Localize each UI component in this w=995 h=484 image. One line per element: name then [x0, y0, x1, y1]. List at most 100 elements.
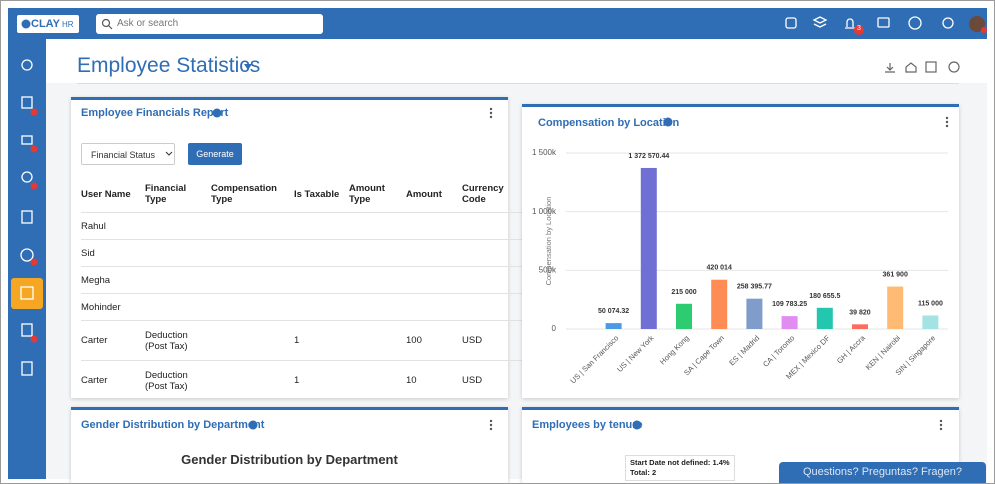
- x-tick-label: ES | Madrid: [727, 333, 761, 367]
- nav-docs[interactable]: [21, 210, 33, 224]
- chat-widget[interactable]: Questions? Preguntas? Fragen?: [779, 462, 986, 483]
- y-tick-label: 1 000k: [532, 207, 557, 216]
- card-title: Gender Distribution by Department: [81, 419, 265, 431]
- table-cell: [145, 293, 211, 321]
- nav-clipboard[interactable]: [21, 361, 33, 376]
- table-cell: [349, 320, 406, 361]
- table-cell: Carter: [81, 320, 145, 361]
- chart-title: Gender Distribution by Department: [181, 452, 398, 467]
- tooltip: Start Date not defined: 1.4% Total: 2: [625, 455, 735, 481]
- x-tick-label: CA | Toronto: [761, 333, 796, 368]
- icon-inbox[interactable]: [785, 17, 797, 29]
- value-label: 420 014: [707, 265, 732, 272]
- badge-count: 3: [857, 25, 861, 32]
- table-row: Carter Deduction (Post Tax) 1 100 USD: [81, 320, 526, 361]
- bar: [781, 316, 798, 329]
- value-label: 39 820: [849, 309, 871, 316]
- action-home[interactable]: [905, 62, 917, 73]
- table-cell: [145, 212, 211, 240]
- y-axis-label: Compensation by Location: [544, 197, 553, 286]
- table-cell: [406, 266, 462, 294]
- bar: [922, 315, 939, 329]
- page-actions: [885, 61, 960, 73]
- avatar[interactable]: [969, 16, 985, 32]
- table-cell: USD: [462, 320, 526, 361]
- nav-reports[interactable]: [21, 96, 33, 109]
- column-header: Currency Code: [462, 183, 504, 205]
- value-label: 50 074.32: [598, 308, 629, 315]
- table-cell: [145, 239, 211, 267]
- action-download[interactable]: [885, 63, 895, 73]
- value-label: 258 395.77: [737, 284, 772, 291]
- nav-tasks[interactable]: [21, 323, 33, 337]
- column-header: Compensation Type: [211, 183, 277, 205]
- table-row: Sid: [81, 239, 526, 267]
- table-cell: Sid: [81, 239, 145, 267]
- divider: [77, 83, 959, 84]
- table-cell: 1: [294, 360, 349, 400]
- nav-goals[interactable]: [21, 171, 33, 183]
- icon-layers[interactable]: [812, 16, 828, 28]
- y-tick-label: 0: [552, 324, 557, 333]
- table-cell: [145, 266, 211, 294]
- nav-finance[interactable]: [21, 135, 33, 145]
- table-cell: Deduction (Post Tax): [145, 360, 211, 400]
- bar: [746, 298, 763, 329]
- nav-people[interactable]: [21, 59, 33, 71]
- icon-help[interactable]: [908, 16, 922, 30]
- table-cell: [211, 360, 294, 400]
- action-settings[interactable]: [948, 61, 960, 73]
- value-label: 215 000: [671, 289, 696, 296]
- bar: [605, 323, 622, 329]
- column-header: Amount Type: [349, 183, 385, 205]
- table-cell: [211, 239, 294, 267]
- value-label: 115 000: [918, 301, 943, 308]
- table-cell: [211, 293, 294, 321]
- table-row: Carter Deduction (Post Tax) 1 10 USD: [81, 360, 526, 400]
- nav-profile[interactable]: [20, 248, 34, 262]
- table-cell: [349, 360, 406, 400]
- table-cell: [462, 293, 526, 321]
- table-cell: [294, 212, 349, 240]
- value-label: 361 900: [883, 272, 908, 279]
- nav-stats[interactable]: [20, 286, 34, 300]
- title-caret: [244, 64, 252, 70]
- logo-mark: [21, 19, 31, 29]
- table-cell: Megha: [81, 266, 145, 294]
- table-cell: [294, 293, 349, 321]
- gender-card: [71, 407, 508, 483]
- table-cell: [462, 239, 526, 267]
- icon-mail[interactable]: [877, 17, 890, 28]
- active-item[interactable]: [11, 278, 43, 309]
- table-cell: 10: [406, 360, 462, 400]
- value-label: 1 372 570.44: [628, 153, 669, 160]
- filter-text: Financial Status: [91, 150, 156, 160]
- page-header: [46, 39, 987, 83]
- card-title: Employees by tenure: [532, 419, 643, 431]
- x-tick-label: KEN | Nairobi: [864, 333, 903, 372]
- y-tick-label: 500k: [539, 265, 557, 274]
- x-tick-label: GH | Accra: [835, 333, 867, 365]
- badge: [854, 25, 864, 35]
- table-row: Megha: [81, 266, 526, 294]
- value-label: 109 783.25: [772, 301, 807, 308]
- generate-button[interactable]: Generate: [188, 143, 242, 165]
- icon-bell[interactable]: [845, 18, 855, 29]
- search-box[interactable]: Ask or search: [96, 14, 323, 34]
- top-icons: [785, 16, 987, 35]
- table-row: Rahul: [81, 212, 526, 240]
- table-cell: Mohinder: [81, 293, 145, 321]
- table-cell: [294, 266, 349, 294]
- icon-settings[interactable]: [942, 17, 954, 29]
- action-add[interactable]: [925, 61, 937, 73]
- search-placeholder: Ask or search: [117, 18, 179, 29]
- filter-select[interactable]: Financial Status: [81, 143, 175, 165]
- table-cell: [349, 239, 406, 267]
- financials-table: User Name Financial Type Compensation Type…: [81, 176, 526, 400]
- logo[interactable]: CLAY HR: [17, 15, 79, 33]
- page-title[interactable]: Employee Statistics: [77, 54, 261, 77]
- bar: [640, 167, 657, 329]
- table-cell: [406, 293, 462, 321]
- header-row: User Name Financial Type Compensation Type…: [81, 176, 526, 213]
